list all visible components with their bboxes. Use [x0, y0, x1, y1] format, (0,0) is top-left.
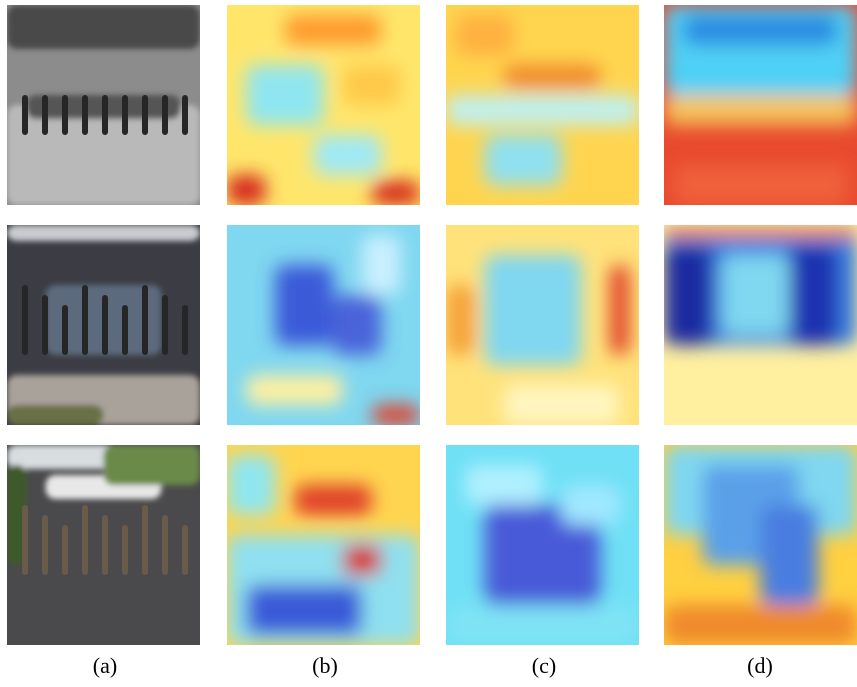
heat-map — [227, 225, 420, 425]
figure-shape — [62, 525, 68, 575]
photo — [7, 225, 200, 425]
heat-map — [446, 5, 639, 205]
figure-shape — [182, 305, 188, 355]
figure-shape — [102, 95, 108, 135]
figure-shape — [42, 95, 48, 135]
panel-content — [7, 5, 200, 205]
panel-content — [446, 445, 639, 645]
figure-shape — [62, 305, 68, 355]
blob — [485, 135, 562, 185]
figure-shape — [82, 505, 88, 575]
blob — [7, 225, 200, 241]
heat-map — [664, 225, 857, 425]
panel-grid — [7, 5, 857, 645]
heat-map — [446, 225, 639, 425]
panel-content — [664, 445, 857, 645]
blob — [446, 95, 639, 125]
photo — [7, 5, 200, 205]
blob — [7, 405, 104, 425]
blob — [504, 65, 601, 89]
figure-shape — [122, 95, 128, 135]
blobs — [664, 5, 857, 205]
panel-content — [7, 225, 200, 425]
figure-shape — [82, 95, 88, 135]
blob — [683, 15, 837, 45]
panel-content — [664, 225, 857, 425]
figure-shape — [102, 515, 108, 575]
blob — [104, 445, 201, 485]
blob — [295, 485, 372, 515]
blob — [664, 95, 857, 125]
blob — [664, 225, 857, 237]
blob — [372, 181, 420, 205]
panel-content — [664, 5, 857, 205]
figure-shape — [102, 295, 108, 355]
figure-shape — [162, 515, 168, 575]
figure-shape — [162, 95, 168, 135]
figure-shape — [162, 295, 168, 355]
panel-content — [446, 225, 639, 425]
figure-shape — [122, 305, 128, 355]
photo — [7, 445, 200, 645]
panel-content — [227, 225, 420, 425]
caption: (b) — [312, 653, 338, 678]
blob — [285, 15, 382, 45]
panel-content — [446, 5, 639, 205]
caption: (d) — [747, 653, 773, 678]
blob — [446, 285, 475, 355]
blob — [456, 15, 514, 55]
heat-map — [664, 445, 857, 645]
blob — [227, 455, 275, 515]
panel-content — [7, 445, 200, 645]
blob — [333, 295, 381, 355]
figure-shape — [122, 525, 128, 575]
blob — [664, 605, 857, 645]
figure-shape — [22, 95, 28, 135]
blob — [275, 265, 333, 345]
blob — [7, 5, 200, 49]
figure: (a) (b) (c) (d) — [0, 0, 857, 687]
blob — [343, 545, 382, 575]
panel-content — [227, 445, 420, 645]
figure-shape — [142, 95, 148, 135]
blob — [372, 405, 420, 425]
panel-content — [227, 5, 420, 205]
figure-shape — [182, 525, 188, 575]
blob — [504, 385, 620, 425]
blob — [485, 255, 581, 365]
figure-shape — [22, 285, 28, 355]
blob — [722, 255, 790, 335]
figure-shape — [42, 295, 48, 355]
blob — [362, 235, 401, 295]
figure-shape — [42, 515, 48, 575]
heat-map — [227, 445, 420, 645]
blob — [562, 485, 620, 525]
blob — [465, 465, 542, 505]
caption: (a) — [93, 653, 117, 678]
blobs — [664, 225, 857, 345]
figure-shape — [62, 95, 68, 135]
blob — [246, 585, 362, 635]
blob — [761, 505, 819, 605]
blob — [610, 265, 629, 355]
blob — [246, 65, 323, 125]
blob — [674, 165, 848, 205]
blob — [343, 65, 401, 105]
figure-shape — [142, 285, 148, 355]
blob — [227, 175, 266, 205]
blob — [446, 605, 639, 645]
figure-shape — [22, 505, 28, 575]
blob — [314, 135, 382, 175]
figure-shape — [82, 285, 88, 355]
page: {"captions": ["(a)", "(b)", "(c)", "(d)"… — [0, 0, 857, 687]
figure-shape — [142, 505, 148, 575]
figure-shape — [182, 95, 188, 135]
heat-map — [446, 445, 639, 645]
caption: (c) — [532, 653, 556, 678]
heat-map — [664, 5, 857, 205]
heat-map — [227, 5, 420, 205]
blob — [789, 245, 837, 345]
blob — [664, 245, 712, 345]
blob — [246, 375, 342, 405]
